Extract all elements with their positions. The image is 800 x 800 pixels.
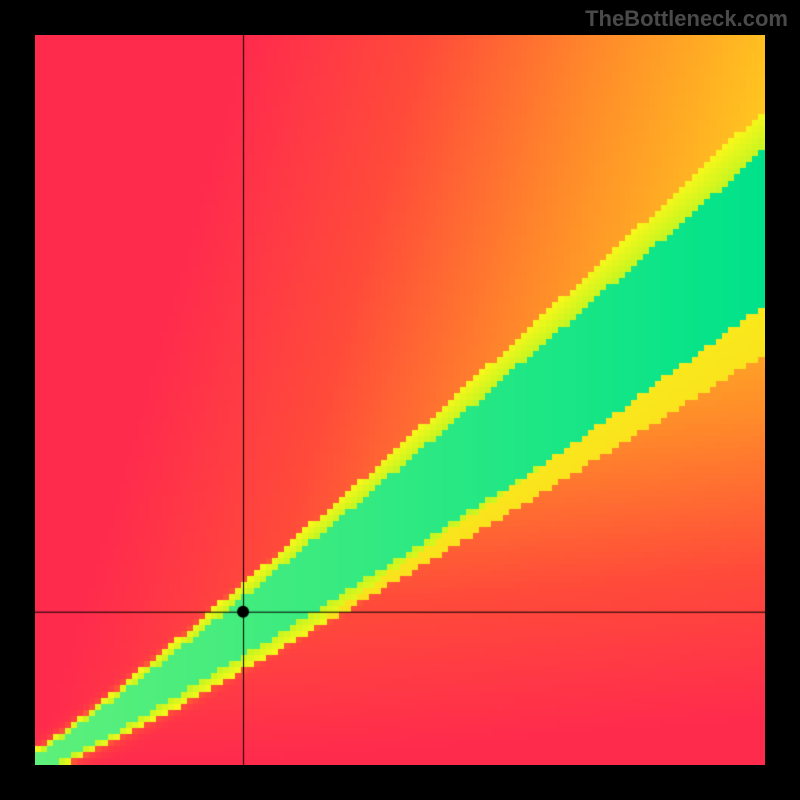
watermark-text: TheBottleneck.com [585, 6, 788, 32]
heatmap-canvas [35, 35, 765, 765]
chart-container: TheBottleneck.com [0, 0, 800, 800]
plot-area [35, 35, 765, 765]
